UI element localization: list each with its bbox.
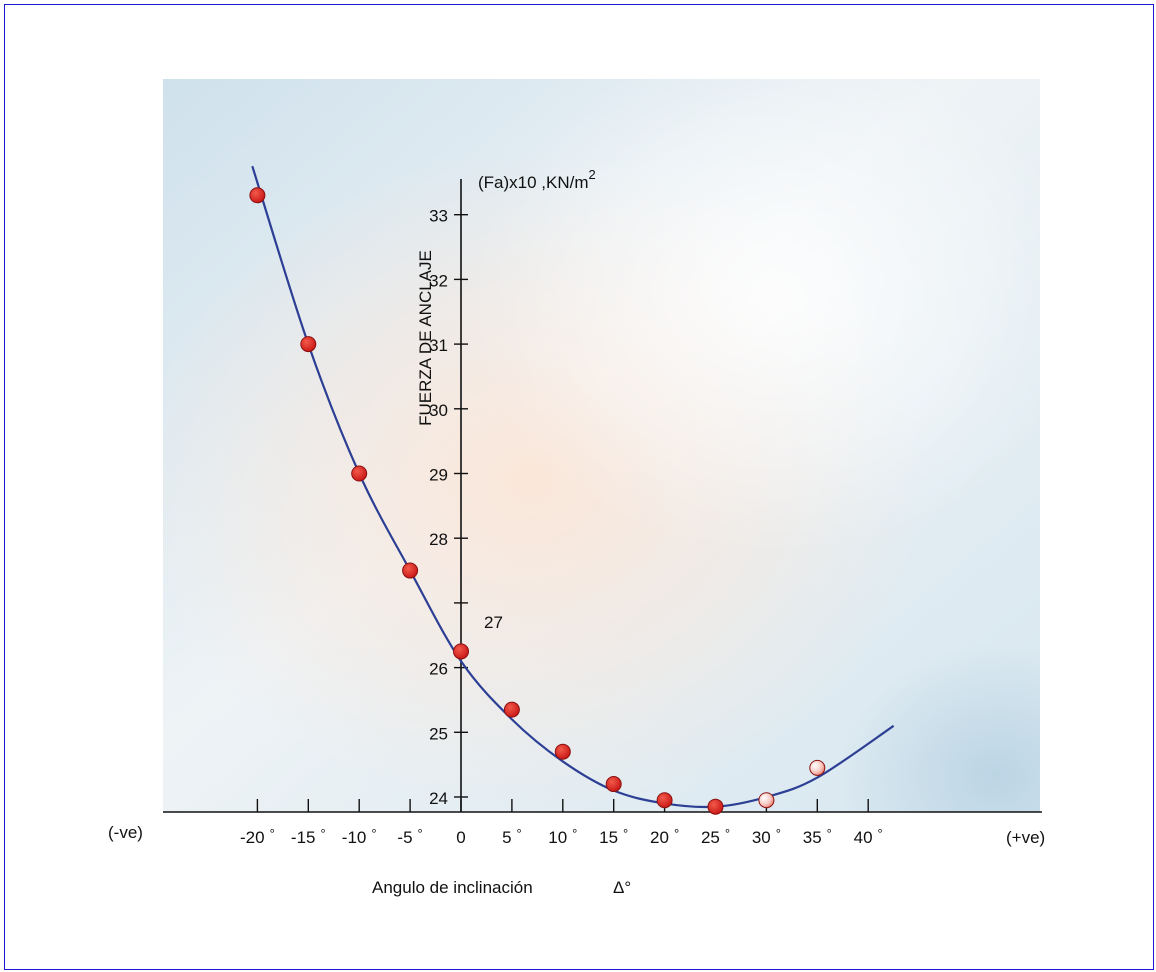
data-point xyxy=(707,798,724,815)
y-tick-marks xyxy=(454,213,468,798)
data-point xyxy=(605,776,622,793)
y-tick-label: 25 xyxy=(429,724,448,743)
x-tick-label: -20 ° xyxy=(240,826,275,847)
degree-symbol: ° xyxy=(623,826,628,841)
data-point xyxy=(249,187,266,204)
x-tick-label: 0 xyxy=(456,828,465,847)
y-unit-exponent: 2 xyxy=(589,167,596,182)
x-axis-left-label: (-ve) xyxy=(108,823,143,842)
x-axis-title-symbol: Δ° xyxy=(613,878,631,897)
y-tick-label: 26 xyxy=(429,660,448,679)
data-point xyxy=(809,759,826,776)
data-point xyxy=(300,336,317,353)
data-point xyxy=(656,792,673,809)
x-axis-right-label: (+ve) xyxy=(1006,828,1045,847)
degree-symbol: ° xyxy=(270,826,275,841)
y-tick-labels: 24 25 26 27 28 29 30 31 32 33 xyxy=(429,207,503,808)
degree-symbol: ° xyxy=(320,826,325,841)
x-tick-label: -5 ° xyxy=(397,826,422,847)
x-tick-label: -15 ° xyxy=(291,826,326,847)
x-tick-labels: -20 ° -15 ° -10 ° -5 ° 0 5 ° 10 ° 15 ° 20 ° 25 ° 30 ° 35 ° 40 ° xyxy=(240,826,883,847)
y-tick-label: 32 xyxy=(429,271,448,290)
x-tick-label: 30 ° xyxy=(752,826,781,847)
y-tick-label: 27 xyxy=(484,613,503,632)
x-tick-label: 10 ° xyxy=(548,826,577,847)
degree-symbol: ° xyxy=(827,826,832,841)
x-tick-label: 40 ° xyxy=(854,826,883,847)
degree-symbol: ° xyxy=(418,826,423,841)
data-point xyxy=(554,743,571,760)
x-tick-label: 35 ° xyxy=(803,826,832,847)
degree-symbol: ° xyxy=(572,826,577,841)
y-tick-label: 31 xyxy=(429,336,448,355)
degree-symbol: ° xyxy=(371,826,376,841)
y-unit-label: (Fa)x10 ,KN/m2 xyxy=(478,167,596,192)
degree-symbol: ° xyxy=(674,826,679,841)
degree-symbol: ° xyxy=(517,826,522,841)
x-tick-label: 20 ° xyxy=(650,826,679,847)
data-point xyxy=(503,701,520,718)
data-point xyxy=(758,792,775,809)
plot-background xyxy=(163,79,1040,812)
degree-symbol: ° xyxy=(878,826,883,841)
data-point xyxy=(351,465,368,482)
y-tick-label: 29 xyxy=(429,466,448,485)
y-tick-label: 30 xyxy=(429,401,448,420)
x-tick-label: -10 ° xyxy=(342,826,377,847)
degree-symbol: ° xyxy=(725,826,730,841)
y-tick-label: 28 xyxy=(429,530,448,549)
degree-symbol: ° xyxy=(776,826,781,841)
x-tick-label: 15 ° xyxy=(599,826,628,847)
y-unit-text: (Fa)x10 ,KN/m xyxy=(478,173,589,192)
data-point xyxy=(453,643,469,660)
x-tick-label: 5 ° xyxy=(502,826,522,847)
y-tick-label: 33 xyxy=(429,207,448,226)
y-axis-title: FUERZA DE ANCLAJE xyxy=(416,250,435,426)
data-point xyxy=(402,562,419,579)
x-tick-label: 25 ° xyxy=(701,826,730,847)
page-frame xyxy=(4,4,1154,970)
y-tick-label: 24 xyxy=(429,789,448,808)
data-points xyxy=(249,187,826,815)
x-axis-title: Angulo de inclinación xyxy=(372,878,533,897)
